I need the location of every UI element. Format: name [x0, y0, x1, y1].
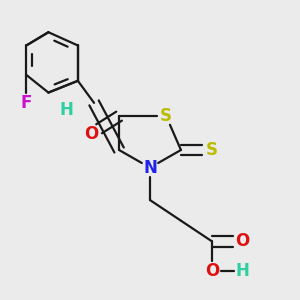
Text: F: F: [21, 94, 32, 112]
Text: S: S: [160, 107, 172, 125]
Text: H: H: [236, 262, 250, 280]
Text: O: O: [205, 262, 219, 280]
Text: N: N: [143, 159, 157, 177]
Text: O: O: [236, 232, 250, 250]
Text: H: H: [59, 101, 73, 119]
Text: S: S: [206, 141, 218, 159]
Text: O: O: [84, 125, 98, 143]
